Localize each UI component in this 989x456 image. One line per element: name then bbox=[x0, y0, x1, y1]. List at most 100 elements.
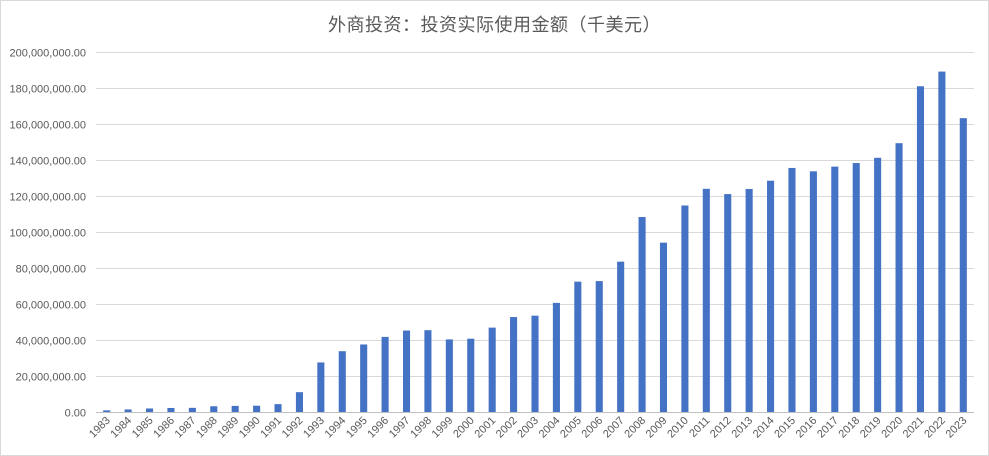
bar-2019 bbox=[874, 157, 882, 412]
x-tick-label: 1983 bbox=[87, 415, 113, 441]
x-tick-label: 1993 bbox=[301, 415, 327, 441]
bar-1992 bbox=[295, 392, 303, 412]
bar-2001 bbox=[488, 327, 496, 412]
bar-2021 bbox=[916, 86, 924, 413]
x-axis: 1983198419851986198719881989199019911992… bbox=[87, 415, 969, 441]
bar-2002 bbox=[510, 317, 518, 412]
x-tick-label: 1999 bbox=[430, 415, 456, 441]
bar-1988 bbox=[210, 406, 218, 412]
bar-2018 bbox=[852, 163, 860, 412]
x-tick-label: 2018 bbox=[837, 415, 863, 441]
x-tick-label: 1988 bbox=[194, 415, 220, 441]
x-tick-label: 2019 bbox=[858, 415, 884, 441]
x-tick-label: 1987 bbox=[173, 415, 199, 441]
bar-1995 bbox=[360, 344, 368, 412]
bar-2022 bbox=[938, 71, 946, 412]
y-tick-label: 100,000,000.00 bbox=[10, 228, 86, 240]
x-tick-label: 2000 bbox=[451, 415, 477, 441]
bar-2023 bbox=[959, 118, 967, 413]
chart-title: 外商投资：投资实际使用金额（千美元） bbox=[328, 15, 661, 36]
bar-1999 bbox=[445, 339, 453, 412]
x-tick-label: 2011 bbox=[687, 415, 712, 440]
x-tick-label: 2008 bbox=[622, 415, 648, 441]
bar-2008 bbox=[638, 217, 646, 412]
bar-2003 bbox=[531, 315, 539, 412]
x-tick-label: 2009 bbox=[644, 415, 670, 441]
x-tick-label: 1997 bbox=[387, 415, 413, 441]
bar-1987 bbox=[188, 407, 196, 412]
x-tick-label: 2013 bbox=[729, 415, 755, 441]
x-tick-label: 1985 bbox=[130, 415, 156, 441]
x-tick-label: 2021 bbox=[901, 415, 927, 441]
x-tick-label: 1989 bbox=[216, 415, 242, 441]
x-tick-label: 2014 bbox=[751, 415, 777, 441]
x-tick-label: 2012 bbox=[708, 415, 734, 441]
x-tick-label: 2004 bbox=[537, 415, 563, 441]
bar-1983 bbox=[103, 410, 111, 412]
bar-2015 bbox=[788, 167, 796, 412]
bar-2013 bbox=[745, 188, 753, 412]
y-axis: 0.00 20,000,000.00 40,000,000.00 60,000,000… bbox=[10, 48, 86, 420]
x-tick-label: 2020 bbox=[879, 415, 905, 441]
x-tick-label: 2006 bbox=[580, 415, 606, 441]
y-tick-label: 120,000,000.00 bbox=[10, 192, 86, 204]
y-tick-label: 60,000,000.00 bbox=[16, 300, 86, 312]
bar-2011 bbox=[702, 188, 710, 412]
x-tick-label: 2003 bbox=[515, 415, 541, 441]
y-tick-label: 160,000,000.00 bbox=[10, 120, 86, 132]
bar-2005 bbox=[574, 281, 582, 412]
bar-2012 bbox=[724, 194, 732, 412]
x-tick-label: 2023 bbox=[944, 415, 970, 441]
x-tick-label: 1996 bbox=[365, 415, 391, 441]
bar-2004 bbox=[552, 302, 560, 412]
x-tick-label: 2017 bbox=[815, 415, 841, 441]
x-tick-label: 2005 bbox=[558, 415, 584, 441]
x-tick-label: 1991 bbox=[258, 415, 284, 441]
x-tick-label: 1984 bbox=[108, 415, 134, 441]
bar-2009 bbox=[659, 242, 668, 412]
x-tick-label: 2015 bbox=[772, 415, 798, 441]
x-tick-label: 2016 bbox=[794, 415, 820, 441]
y-tick-label: 80,000,000.00 bbox=[16, 264, 86, 276]
bar-2007 bbox=[617, 261, 625, 412]
x-tick-label: 1998 bbox=[408, 415, 434, 441]
bar-1993 bbox=[317, 362, 325, 412]
x-tick-label: 2007 bbox=[601, 415, 627, 441]
bar-2014 bbox=[767, 180, 775, 412]
bar-1984 bbox=[124, 409, 132, 412]
y-tick-label: 20,000,000.00 bbox=[16, 372, 86, 384]
y-tick-label: 180,000,000.00 bbox=[10, 84, 86, 96]
bar-2000 bbox=[467, 338, 475, 412]
bar-1986 bbox=[167, 407, 175, 412]
y-tick-label: 200,000,000.00 bbox=[10, 48, 86, 60]
bar-1991 bbox=[274, 404, 282, 412]
bar-1994 bbox=[338, 351, 346, 412]
x-tick-label: 1995 bbox=[344, 415, 370, 441]
bar-2010 bbox=[681, 205, 689, 412]
bar-1985 bbox=[146, 408, 154, 412]
bar-2016 bbox=[809, 171, 817, 412]
bars bbox=[103, 71, 967, 413]
bar-1998 bbox=[424, 330, 432, 412]
x-tick-label: 1992 bbox=[280, 415, 306, 441]
bar-2017 bbox=[831, 166, 839, 412]
x-tick-label: 2002 bbox=[494, 415, 520, 441]
x-tick-label: 2022 bbox=[922, 415, 948, 441]
gridlines bbox=[96, 52, 974, 413]
bar-1990 bbox=[253, 405, 261, 412]
bar-2020 bbox=[895, 143, 903, 412]
bar-1989 bbox=[231, 405, 239, 412]
y-tick-label: 0.00 bbox=[65, 408, 86, 420]
bar-2006 bbox=[595, 281, 603, 412]
x-tick-label: 1990 bbox=[237, 415, 263, 441]
x-tick-label: 2010 bbox=[665, 415, 691, 441]
x-tick-label: 1986 bbox=[151, 415, 177, 441]
y-tick-label: 140,000,000.00 bbox=[10, 156, 86, 168]
bar-1997 bbox=[402, 330, 411, 412]
x-tick-label: 2001 bbox=[472, 415, 498, 441]
x-tick-label: 1994 bbox=[323, 415, 349, 441]
y-tick-label: 40,000,000.00 bbox=[16, 336, 86, 348]
bar-1996 bbox=[381, 336, 389, 412]
